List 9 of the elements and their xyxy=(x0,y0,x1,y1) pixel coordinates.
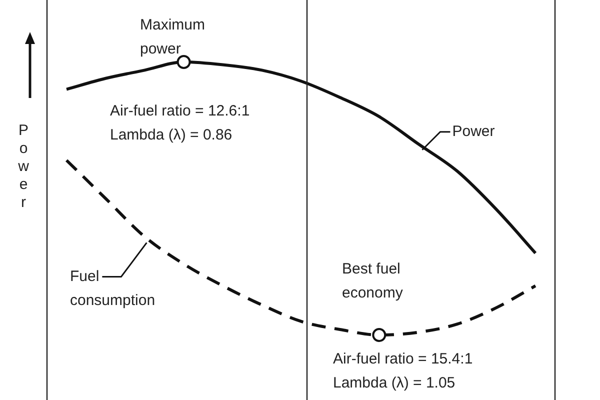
legend-label: Power xyxy=(452,123,495,140)
annotation: Best fuel economy xyxy=(342,260,404,302)
annotation: Air-fuel ratio = 12.6:1 xyxy=(110,102,250,120)
text: Lambda (λ) = 1.05 xyxy=(333,374,456,392)
series-label: Fuel consumption xyxy=(70,268,156,309)
y-axis-title: Power xyxy=(14,122,32,212)
text: Air-fuel ratio = 15.4:1 xyxy=(333,350,473,368)
text: Maximum power xyxy=(140,16,206,58)
annotation: Lambda (λ) = 0.86 xyxy=(110,126,232,144)
